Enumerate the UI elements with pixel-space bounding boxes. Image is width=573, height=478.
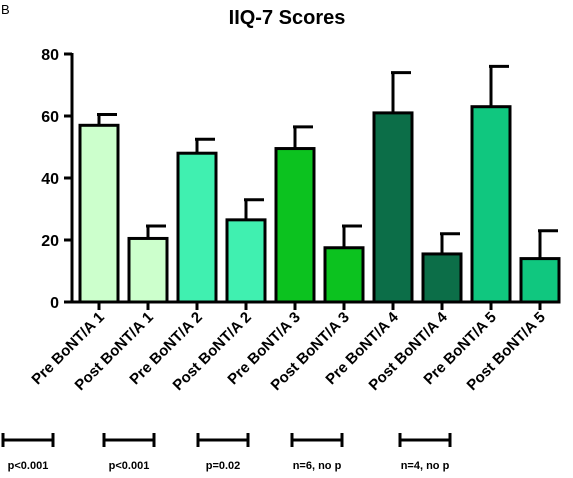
comparison-brackets: p<0.001 p<0.001 p=0.02 n=6, no p n=4, no p <box>1 433 452 472</box>
bar <box>274 147 316 304</box>
bar <box>78 123 120 304</box>
bar <box>470 105 512 304</box>
y-tick-label: 60 <box>41 109 59 126</box>
comparison-label: n=6, no p <box>293 460 342 472</box>
comparison-label: p<0.001 <box>109 460 150 472</box>
bar <box>421 252 463 304</box>
y-tick-label: 0 <box>50 295 59 312</box>
y-tick-label: 80 <box>41 47 59 64</box>
bar <box>127 236 169 304</box>
bar <box>372 111 414 304</box>
comparison-label: n=4, no p <box>401 460 450 472</box>
bar-group <box>78 64 561 304</box>
comparison-label: p=0.02 <box>206 460 241 472</box>
bar <box>323 246 365 304</box>
bar <box>519 257 561 304</box>
y-tick-label: 40 <box>41 171 59 188</box>
comparison-label: p<0.001 <box>8 460 49 472</box>
panel-label: B <box>1 2 10 17</box>
bar <box>225 218 267 304</box>
bar <box>176 151 218 304</box>
y-tick-label: 20 <box>41 233 59 250</box>
chart-title: IIQ-7 Scores <box>229 7 346 29</box>
